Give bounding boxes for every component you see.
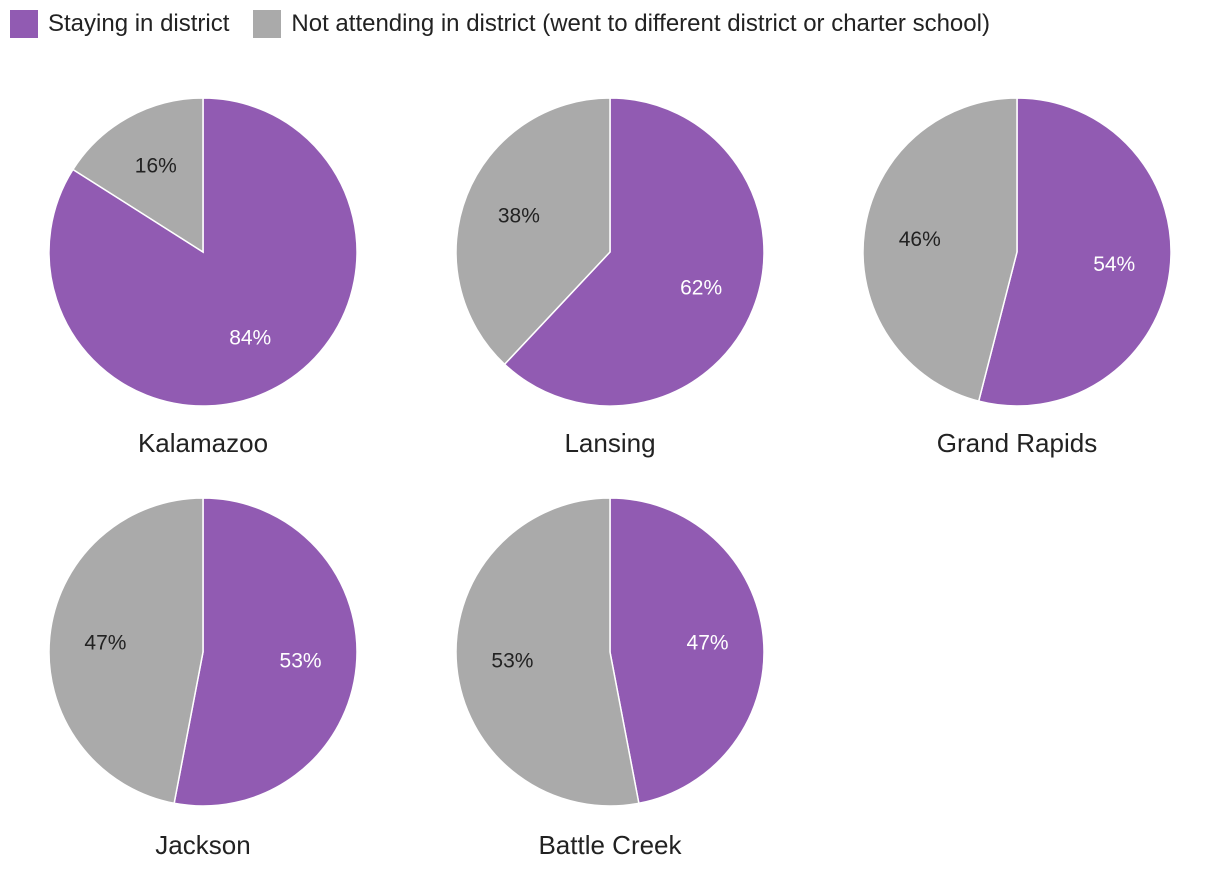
pie-kalamazoo: 84% 16% Kalamazoo (48, 97, 358, 458)
pie-jackson: 53% 47% Jackson (48, 497, 358, 860)
pie-slice-lansing-not-attending (455, 97, 611, 366)
slice-label-battle-creek-staying: 47% (687, 631, 729, 654)
pie-lansing: 62% 38% Lansing (455, 97, 765, 458)
legend-item-staying: Staying in district (10, 10, 229, 38)
pie-title-lansing: Lansing (564, 428, 655, 458)
pie-title-jackson: Jackson (155, 830, 250, 860)
slice-label-lansing-staying: 62% (680, 277, 722, 300)
slice-label-kalamazoo-staying: 84% (229, 326, 271, 349)
pie-slice-grand-rapids-staying (977, 97, 1172, 407)
pie-title-grand-rapids: Grand Rapids (937, 428, 1097, 458)
legend-swatch-not-attending (253, 10, 282, 38)
slice-label-jackson-not-attending: 47% (84, 631, 126, 654)
slice-label-grand-rapids-staying: 54% (1093, 253, 1135, 276)
legend-item-not-attending: Not attending in district (went to diffe… (253, 10, 990, 38)
slice-label-jackson-staying: 53% (280, 650, 322, 673)
pie-slice-battle-creek-not-attending (455, 497, 640, 807)
pie-slice-lansing-staying (503, 97, 765, 407)
pie-title-battle-creek: Battle Creek (538, 830, 682, 860)
pie-slice-battle-creek-staying (609, 497, 765, 805)
slice-label-kalamazoo-not-attending: 16% (135, 155, 177, 178)
slice-label-battle-creek-not-attending: 53% (491, 650, 533, 673)
pie-slice-jackson-staying (173, 497, 358, 807)
chart-legend: Staying in district Not attending in dis… (10, 8, 1014, 40)
pie-battle-creek: 47% 53% Battle Creek (455, 497, 765, 860)
pie-slice-jackson-not-attending (48, 497, 204, 805)
slice-label-grand-rapids-not-attending: 46% (899, 228, 941, 251)
legend-label-staying: Staying in district (48, 10, 230, 37)
pie-grand-rapids: 54% 46% Grand Rapids (862, 97, 1172, 458)
pie-title-kalamazoo: Kalamazoo (138, 428, 268, 458)
slice-label-lansing-not-attending: 38% (498, 204, 540, 227)
pie-slice-kalamazoo-not-attending (71, 97, 204, 254)
legend-swatch-staying (10, 10, 38, 38)
pie-slice-grand-rapids-not-attending (862, 97, 1018, 403)
legend-label-not-attending: Not attending in district (went to diffe… (291, 10, 990, 37)
